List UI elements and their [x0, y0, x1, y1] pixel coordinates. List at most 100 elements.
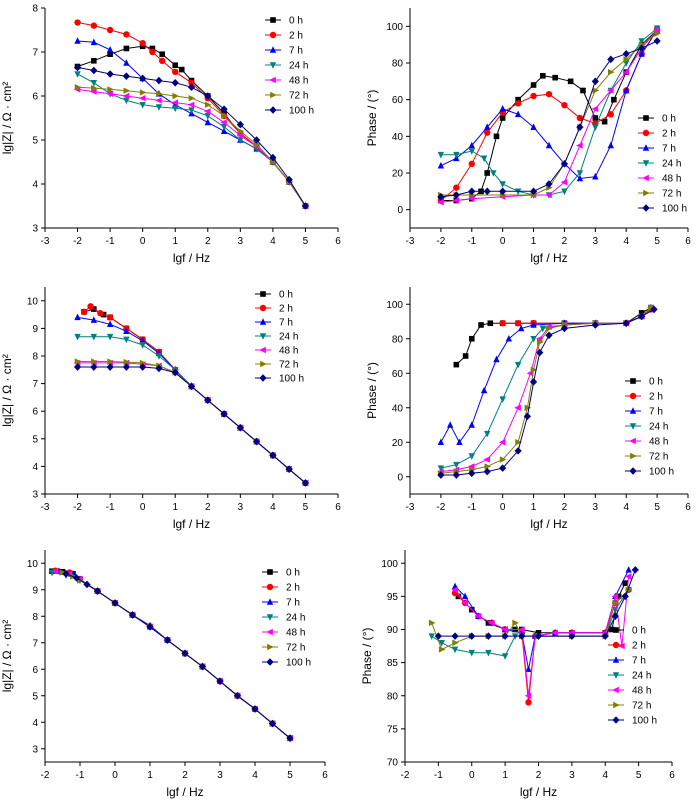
legend-marker — [260, 291, 266, 297]
data-point — [487, 619, 495, 627]
legend-entry: 2 h — [289, 31, 303, 42]
series-48h — [437, 304, 654, 475]
data-point — [525, 665, 532, 673]
data-point — [514, 320, 522, 327]
series-24h — [48, 569, 294, 742]
legend-marker — [259, 374, 267, 382]
y-tick-label: 0 — [397, 205, 403, 216]
legend-marker — [630, 452, 637, 460]
data-point — [172, 68, 179, 76]
legend-entry: 7 h — [289, 46, 303, 57]
data-point — [530, 123, 537, 130]
data-point — [551, 629, 558, 637]
data-point — [480, 386, 488, 394]
legend-marker — [259, 333, 267, 340]
x-tick-label: 1 — [531, 502, 537, 513]
data-point — [253, 437, 261, 446]
y-tick-label: 40 — [392, 403, 404, 414]
data-point — [146, 623, 154, 631]
data-point — [480, 155, 488, 163]
legend-entry: 72 h — [662, 189, 681, 200]
legend-entry: 7 h — [649, 407, 663, 418]
y-tick-label: 20 — [392, 438, 404, 449]
legend-marker — [642, 174, 649, 182]
series-0h — [49, 568, 293, 741]
x-tick-label: 5 — [636, 770, 642, 781]
legend-entry: 0 h — [289, 16, 303, 27]
data-point — [650, 305, 658, 314]
legend-entry: 48 h — [279, 346, 298, 357]
data-point — [561, 188, 568, 196]
series-line — [77, 336, 306, 484]
data-point — [484, 170, 491, 176]
data-point — [452, 639, 459, 646]
data-point — [204, 118, 211, 126]
data-point — [156, 90, 163, 97]
legend-marker — [612, 686, 619, 694]
legend-entry: 7 h — [279, 318, 293, 329]
data-point — [514, 404, 521, 411]
legend-marker — [269, 31, 277, 39]
legend-entry: 72 h — [279, 360, 298, 371]
legend-marker — [643, 115, 649, 121]
data-point — [139, 40, 146, 47]
x-tick-label: 0 — [500, 236, 506, 247]
series-72h — [74, 358, 310, 487]
y-tick-label: 8 — [32, 612, 38, 623]
data-point — [139, 342, 146, 349]
x-tick-label: 1 — [172, 502, 178, 513]
data-point — [607, 68, 615, 76]
chart-1-impedance-0: -3 -2 -1 0 1 2 3 4 5 6 3 4 5 6 7 8 lgf / Hz lg|Z| / Ω · c… — [0, 4, 341, 266]
data-point — [159, 51, 165, 57]
legend-marker — [259, 318, 267, 325]
x-tick-label: -3 — [41, 236, 50, 247]
x-tick-label: 2 — [562, 236, 568, 247]
y-tick-label: 8 — [32, 4, 38, 15]
data-point — [611, 96, 617, 103]
legend-marker — [630, 378, 636, 384]
data-point — [485, 649, 492, 657]
data-point — [453, 151, 460, 159]
legend-marker — [642, 160, 650, 167]
data-point — [149, 48, 156, 56]
data-point — [428, 619, 436, 627]
data-point — [606, 87, 614, 94]
series-2h — [451, 586, 632, 706]
data-point — [499, 105, 506, 112]
y-tick-label: 20 — [392, 169, 404, 180]
data-point — [484, 123, 491, 130]
data-point — [123, 59, 130, 66]
series-72h — [438, 304, 655, 477]
data-point — [622, 319, 630, 328]
data-point — [51, 568, 59, 575]
x-tick-label: -3 — [406, 502, 415, 513]
data-point — [301, 202, 310, 210]
data-point — [493, 355, 500, 363]
data-point — [545, 141, 553, 149]
data-point — [540, 73, 546, 79]
series-line — [77, 362, 306, 484]
legend: 0 h 2 h 7 h 24 h 48 h 72 h 100 h — [265, 16, 314, 117]
data-point — [462, 353, 469, 359]
data-point — [123, 31, 130, 38]
y-tick-label: 7 — [32, 638, 38, 649]
x-tick-label: 5 — [287, 770, 293, 781]
y-tick-label: 80 — [392, 334, 404, 345]
x-tick-label: 3 — [593, 236, 599, 247]
legend: 0 h 2 h 7 h 24 h 48 h 72 h 100 h — [625, 377, 674, 478]
data-point — [107, 358, 114, 365]
y-tick-label: 4 — [32, 718, 38, 729]
data-point — [253, 136, 261, 144]
data-point — [106, 70, 114, 78]
data-point — [172, 105, 179, 113]
x-tick-label: 6 — [669, 770, 675, 781]
data-point — [91, 84, 98, 92]
series-line — [51, 570, 291, 739]
data-point — [437, 199, 444, 206]
x-axis-label: lgf / Hz — [166, 785, 203, 799]
data-point — [90, 66, 98, 75]
data-point — [90, 333, 98, 341]
data-point — [612, 599, 620, 607]
data-point — [87, 303, 94, 310]
x-tick-label: -1 — [106, 236, 115, 247]
